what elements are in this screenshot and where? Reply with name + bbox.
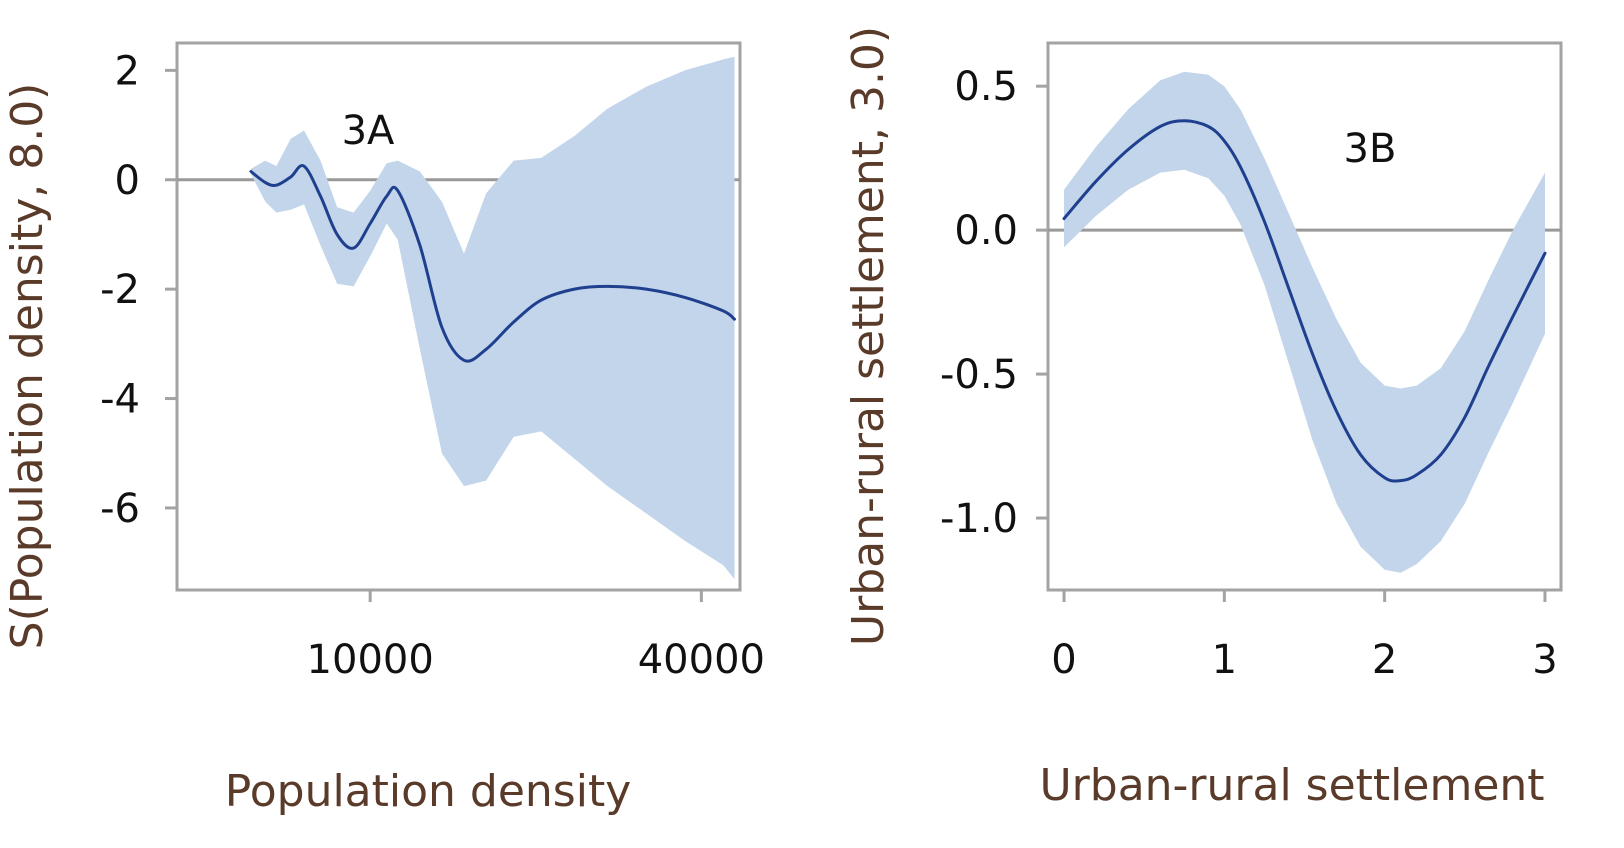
panel-3a-confidence-band — [251, 56, 735, 580]
panel-3a-x-ticks: 10000 40000 — [307, 590, 765, 683]
panel-3a: 3A 2 0 -2 -4 -6 10000 40000 Population d… — [2, 41, 765, 817]
panel-3a-x-tick-label: 10000 — [307, 637, 434, 683]
panel-3a-y-tick-label: -4 — [100, 377, 140, 423]
panel-3a-y-axis-title: S(Population density, 8.0) — [2, 83, 53, 650]
panel-3b-x-axis-title: Urban-rural settlement — [1039, 760, 1544, 811]
panel-3b-confidence-band — [1064, 71, 1545, 573]
panel-3a-y-tick-label: 2 — [115, 48, 140, 94]
panel-3b-label: 3B — [1344, 126, 1397, 172]
panel-3b-x-tick-label: 3 — [1532, 637, 1557, 683]
panel-3b-x-tick-label: 1 — [1212, 637, 1237, 683]
panel-3b-x-tick-label: 2 — [1372, 637, 1397, 683]
panel-3b-y-ticks: 0.5 0.0 -0.5 -1.0 — [940, 64, 1048, 542]
panel-3b-plot-frame — [1046, 41, 1563, 592]
panel-3a-y-ticks: 2 0 -2 -4 -6 — [100, 48, 177, 532]
panel-3a-plot-frame — [175, 41, 742, 592]
panel-3b-y-tick-label: 0.5 — [954, 64, 1018, 110]
panel-3a-y-tick-label: 0 — [115, 158, 140, 204]
panel-3a-y-tick-label: -6 — [100, 486, 140, 532]
panel-3b-y-tick-label: 0.0 — [954, 208, 1018, 254]
panel-3b-x-tick-label: 0 — [1051, 637, 1076, 683]
panel-3a-smooth-line — [249, 164, 736, 363]
panel-3a-x-axis-title: Population density — [225, 766, 631, 817]
panel-3b-x-ticks: 0 1 2 3 — [1051, 590, 1558, 683]
panel-3b-y-tick-label: -1.0 — [940, 496, 1018, 542]
panel-3b-y-axis-title: Urban-rural settlement, 3.0) — [843, 26, 894, 646]
panel-3a-label: 3A — [342, 108, 395, 154]
panel-3b: 3B 0.5 0.0 -0.5 -1.0 0 1 2 3 Urban-rural… — [843, 26, 1563, 811]
panel-3a-y-tick-label: -2 — [100, 267, 140, 313]
panel-3b-smooth-line — [1062, 119, 1547, 483]
panel-3a-x-tick-label: 40000 — [638, 637, 765, 683]
panel-3b-y-tick-label: -0.5 — [940, 352, 1018, 398]
